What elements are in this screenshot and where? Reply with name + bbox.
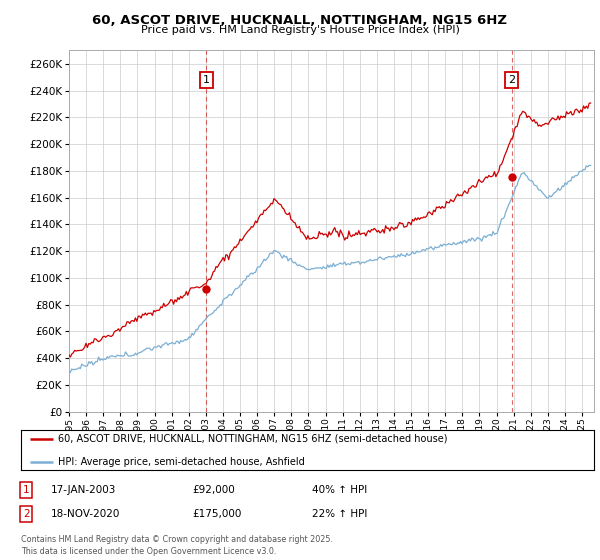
Text: 1: 1 bbox=[203, 75, 210, 85]
Text: 2: 2 bbox=[23, 509, 29, 519]
Text: 40% ↑ HPI: 40% ↑ HPI bbox=[312, 485, 367, 495]
Text: 2: 2 bbox=[508, 75, 515, 85]
Text: 60, ASCOT DRIVE, HUCKNALL, NOTTINGHAM, NG15 6HZ: 60, ASCOT DRIVE, HUCKNALL, NOTTINGHAM, N… bbox=[92, 14, 508, 27]
Text: 18-NOV-2020: 18-NOV-2020 bbox=[51, 509, 121, 519]
Text: £175,000: £175,000 bbox=[192, 509, 241, 519]
Text: 17-JAN-2003: 17-JAN-2003 bbox=[51, 485, 116, 495]
Text: £92,000: £92,000 bbox=[192, 485, 235, 495]
Text: 60, ASCOT DRIVE, HUCKNALL, NOTTINGHAM, NG15 6HZ (semi-detached house): 60, ASCOT DRIVE, HUCKNALL, NOTTINGHAM, N… bbox=[58, 434, 448, 444]
Text: 22% ↑ HPI: 22% ↑ HPI bbox=[312, 509, 367, 519]
Text: 1: 1 bbox=[23, 485, 29, 495]
Text: Contains HM Land Registry data © Crown copyright and database right 2025.
This d: Contains HM Land Registry data © Crown c… bbox=[21, 535, 333, 556]
Text: Price paid vs. HM Land Registry's House Price Index (HPI): Price paid vs. HM Land Registry's House … bbox=[140, 25, 460, 35]
Text: HPI: Average price, semi-detached house, Ashfield: HPI: Average price, semi-detached house,… bbox=[58, 456, 305, 466]
